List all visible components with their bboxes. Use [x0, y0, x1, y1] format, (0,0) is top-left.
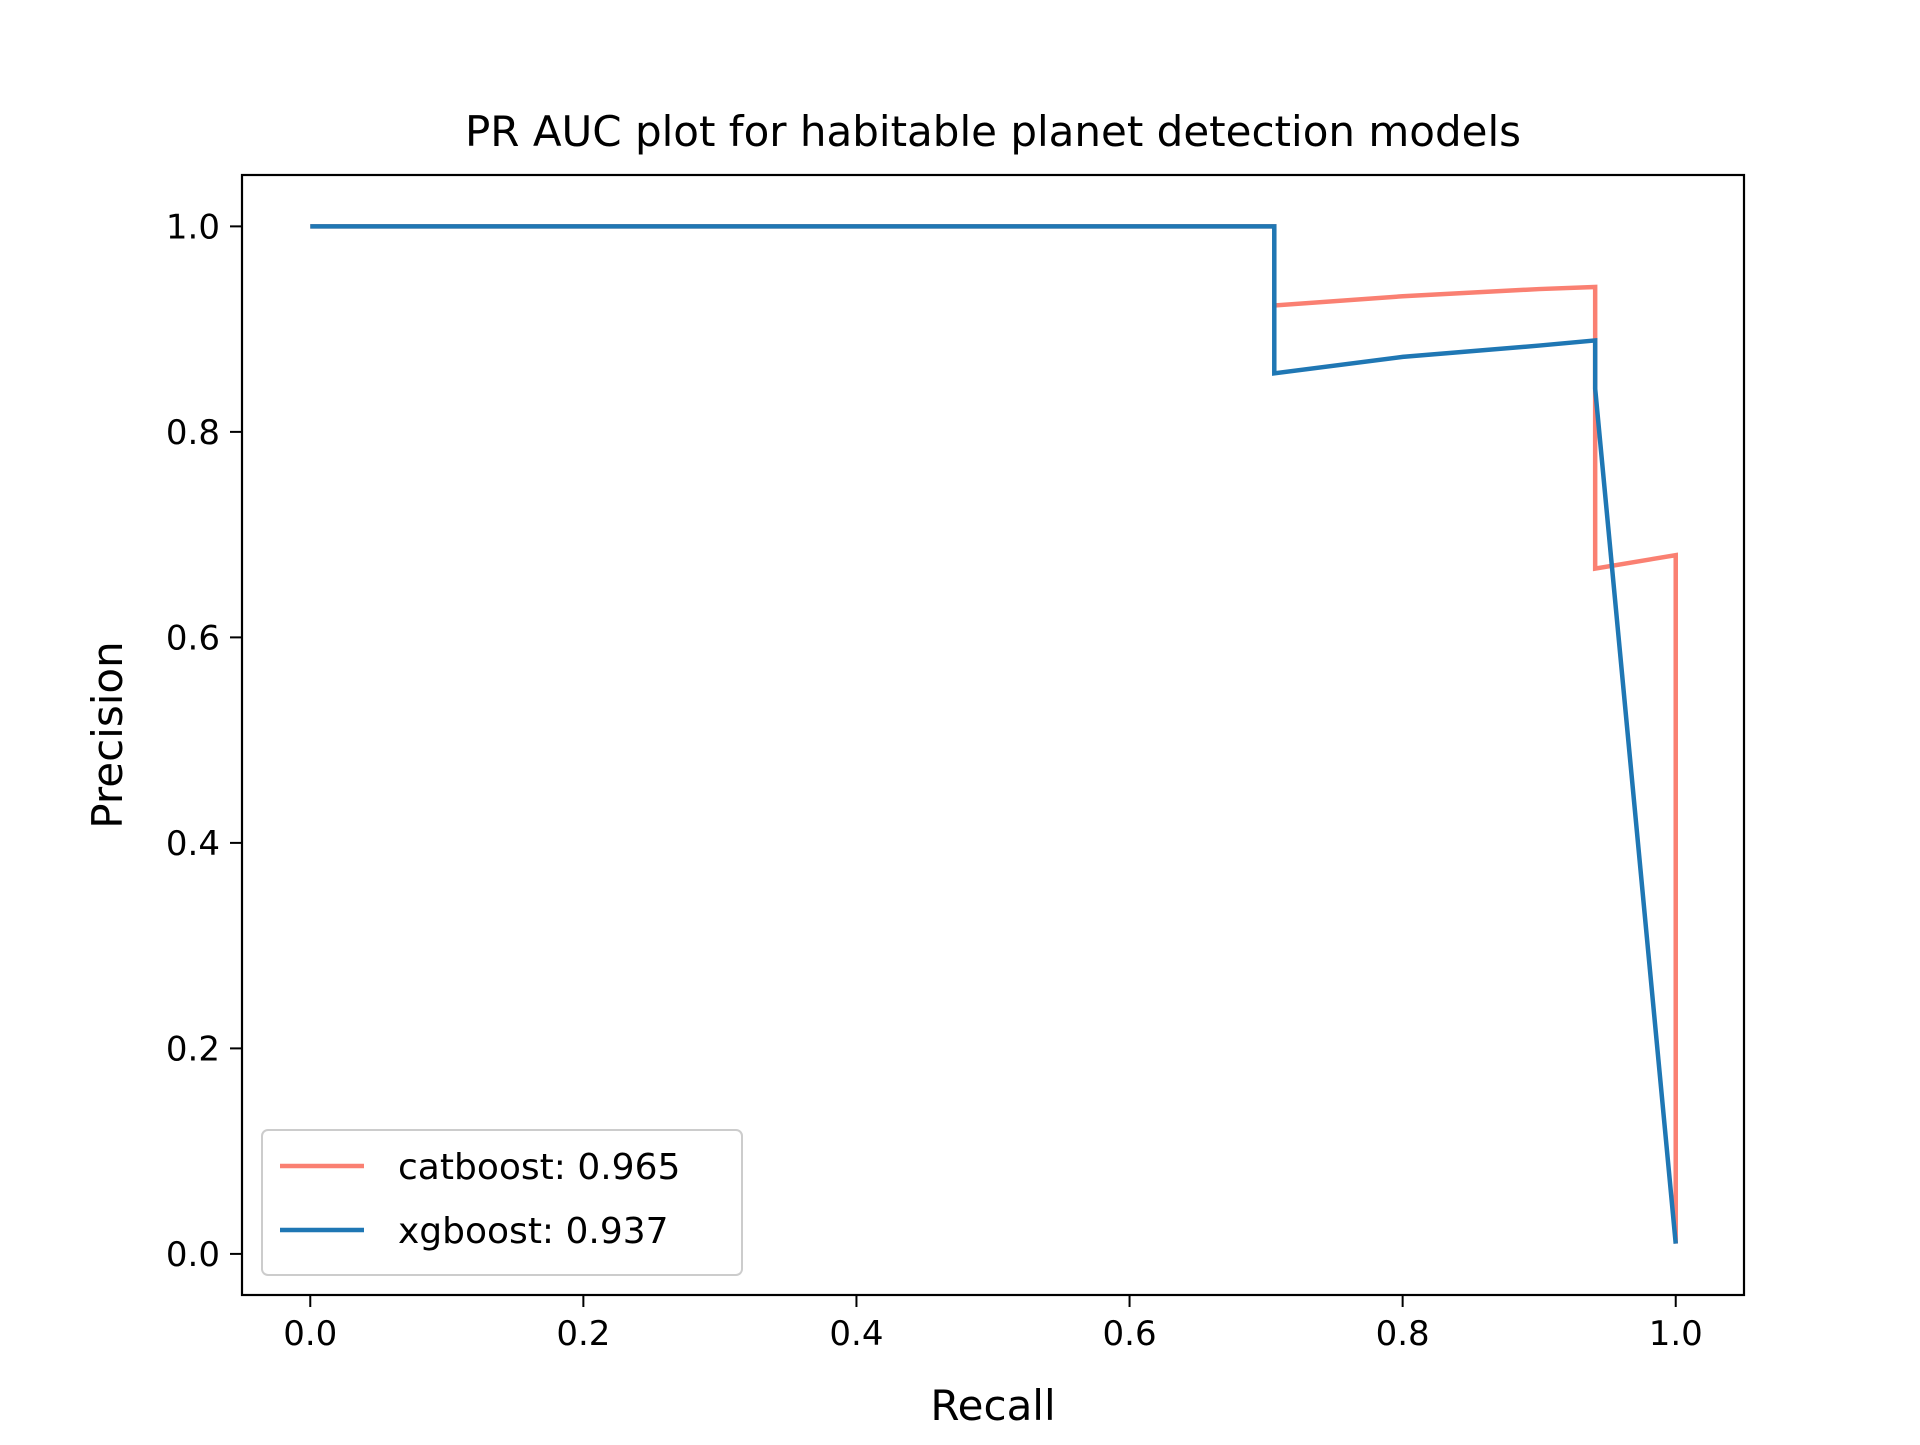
x-axis-label: Recall	[930, 1381, 1055, 1430]
x-tick-label-2: 0.4	[829, 1314, 883, 1354]
y-tick-label-4: 0.8	[166, 413, 220, 453]
y-tick-label-0: 0.0	[166, 1235, 220, 1275]
legend: catboost: 0.965 xgboost: 0.937	[261, 1129, 743, 1276]
legend-box	[261, 1129, 743, 1276]
legend-entry-0: catboost: 0.965	[398, 1147, 680, 1188]
series-line-1	[310, 224, 1678, 1244]
x-tick-label-3: 0.6	[1103, 1314, 1157, 1354]
y-tick-label-5: 1.0	[166, 207, 220, 247]
x-tick-label-5: 1.0	[1649, 1314, 1703, 1354]
y-tick-label-3: 0.6	[166, 618, 220, 658]
y-tick-label-2: 0.4	[166, 824, 220, 864]
x-tick-label-1: 0.2	[556, 1314, 610, 1354]
x-axis: 0.0 0.2 0.4 0.6 0.8 1.0	[283, 1295, 1703, 1354]
chart-title: PR AUC plot for habitable planet detecti…	[465, 107, 1521, 156]
y-axis: 0.0 0.2 0.4 0.6 0.8 1.0	[166, 207, 242, 1275]
plot-frame	[240, 173, 1746, 1297]
x-tick-label-4: 0.8	[1376, 1314, 1430, 1354]
y-tick-label-1: 0.2	[166, 1029, 220, 1069]
x-tick-label-0: 0.0	[283, 1314, 337, 1354]
legend-entry-1: xgboost: 0.937	[398, 1211, 669, 1252]
y-axis-label: Precision	[83, 641, 132, 828]
series-layer	[310, 224, 1678, 1244]
